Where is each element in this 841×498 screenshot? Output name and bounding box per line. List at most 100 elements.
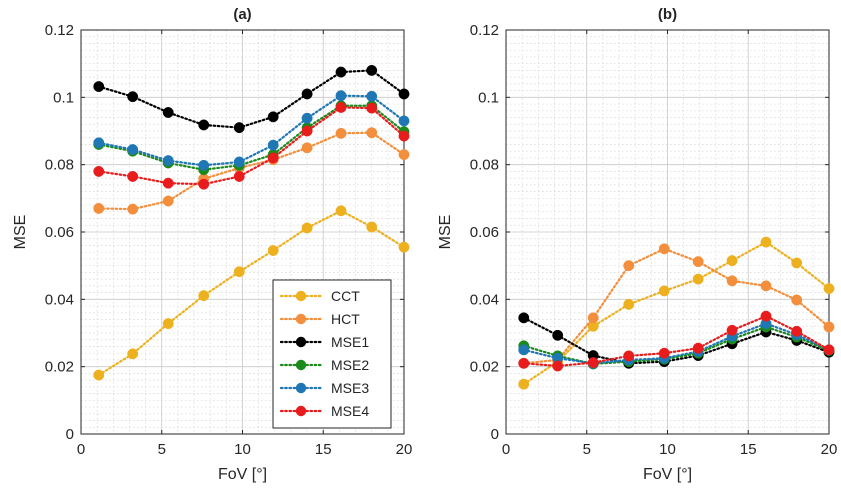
y-tick-label: 0.02: [470, 359, 499, 376]
y-tick-label: 0.12: [45, 22, 74, 39]
x-tick-label: 10: [234, 441, 251, 458]
data-point-hct: [127, 203, 139, 215]
series-hct: [93, 127, 410, 215]
series-mse3: [93, 90, 410, 171]
data-point-mse4: [198, 178, 210, 190]
series-line-mse3: [97, 94, 406, 167]
y-tick-label: 0: [66, 426, 74, 443]
data-point-cct: [162, 318, 174, 330]
series-cct: [518, 236, 835, 390]
data-point-mse4: [366, 102, 378, 114]
x-tick-label: 5: [583, 441, 591, 458]
y-axis-label: MSE: [12, 215, 29, 250]
data-point-hct: [162, 195, 174, 207]
series-line-mse3: [522, 322, 831, 365]
data-point-cct: [198, 290, 210, 302]
series-mse1: [93, 64, 410, 134]
y-tick-label: 0.08: [45, 157, 74, 174]
data-point-mse3: [162, 155, 174, 167]
data-point-hct: [587, 312, 599, 324]
data-point-cct: [658, 285, 670, 297]
data-point-mse3: [233, 156, 245, 168]
chart-panel-b: 0 5 10 15 20 0 0.02 0.04 0.06 0.08 0.1 0.12 (b) FoV […: [437, 6, 837, 483]
series-line-cct: [97, 209, 406, 377]
data-point-mse4: [233, 171, 245, 182]
y-tick-label: 0.02: [45, 359, 74, 376]
data-point-mse1: [335, 66, 347, 78]
data-point-cct: [398, 241, 410, 253]
data-point-mse1: [398, 88, 410, 100]
legend-box: [272, 279, 392, 429]
data-point-mse4: [823, 344, 835, 356]
legend-marker: [295, 290, 307, 302]
y-tick-label: 0.04: [470, 291, 499, 308]
series-mse4: [93, 101, 410, 190]
data-point-hct: [398, 149, 410, 161]
y-tick-label: 0.06: [45, 224, 74, 241]
x-axis-label: FoV [°]: [218, 466, 267, 483]
data-point-mse4: [658, 347, 670, 359]
data-point-cct: [93, 369, 105, 381]
data-point-hct: [658, 243, 670, 255]
y-tick-label: 0.04: [45, 291, 74, 308]
data-point-mse3: [93, 137, 105, 149]
legend-label: HCT: [331, 311, 360, 327]
chart-title: (b): [658, 6, 677, 23]
data-point-mse4: [301, 125, 313, 137]
legend-label: MSE3: [331, 380, 369, 396]
series-line-mse1: [97, 69, 406, 129]
y-tick-label: 0.12: [470, 22, 499, 39]
data-point-cct: [726, 255, 738, 267]
legend-marker: [295, 313, 307, 325]
data-point-cct: [823, 283, 835, 295]
data-point-hct: [366, 127, 378, 139]
x-tick-label: 20: [396, 441, 413, 458]
data-point-mse4: [760, 310, 772, 322]
y-tick-label: 0.1: [53, 89, 74, 106]
x-tick-label: 10: [659, 441, 676, 458]
legend-label: MSE4: [331, 403, 369, 419]
y-tick-label: 0.1: [478, 89, 499, 106]
chart-title: (a): [233, 6, 251, 23]
series-line-cct: [522, 240, 831, 386]
data-point-hct: [760, 280, 772, 292]
data-point-hct: [335, 127, 347, 139]
legend-label: MSE1: [331, 334, 369, 350]
data-point-mse1: [518, 312, 530, 324]
x-tick-label: 0: [77, 441, 85, 458]
data-point-cct: [335, 205, 347, 217]
data-point-cct: [518, 378, 530, 390]
data-point-mse3: [518, 344, 530, 356]
data-point-mse3: [198, 159, 210, 171]
data-point-mse4: [335, 101, 347, 113]
legend-label: MSE2: [331, 357, 369, 373]
series-line-mse2: [522, 325, 831, 366]
data-point-mse4: [623, 350, 635, 362]
data-point-mse4: [726, 324, 738, 336]
series-line-mse4: [522, 314, 831, 368]
series-line-mse1: [522, 316, 831, 365]
legend-marker: [295, 382, 307, 394]
data-point-mse1: [301, 88, 313, 100]
x-tick-label: 0: [502, 441, 510, 458]
data-point-mse3: [335, 90, 347, 102]
data-point-mse1: [552, 329, 564, 341]
data-point-mse1: [162, 107, 174, 118]
data-point-hct: [301, 142, 313, 154]
legend: CCT HCT MSE1 MSE2 MSE3 MSE4: [272, 279, 392, 429]
tick-marks: [505, 29, 830, 435]
x-tick-label: 15: [315, 441, 332, 458]
x-tick-label: 20: [821, 441, 838, 458]
data-point-hct: [726, 275, 738, 287]
data-point-mse3: [267, 139, 279, 151]
data-point-mse3: [127, 144, 139, 155]
data-point-hct: [823, 321, 835, 333]
y-tick-label: 0: [491, 426, 499, 443]
legend-label: CCT: [331, 288, 360, 304]
data-point-mse4: [398, 130, 410, 142]
data-point-mse4: [518, 357, 530, 369]
data-point-cct: [366, 221, 378, 233]
data-point-hct: [791, 294, 803, 306]
